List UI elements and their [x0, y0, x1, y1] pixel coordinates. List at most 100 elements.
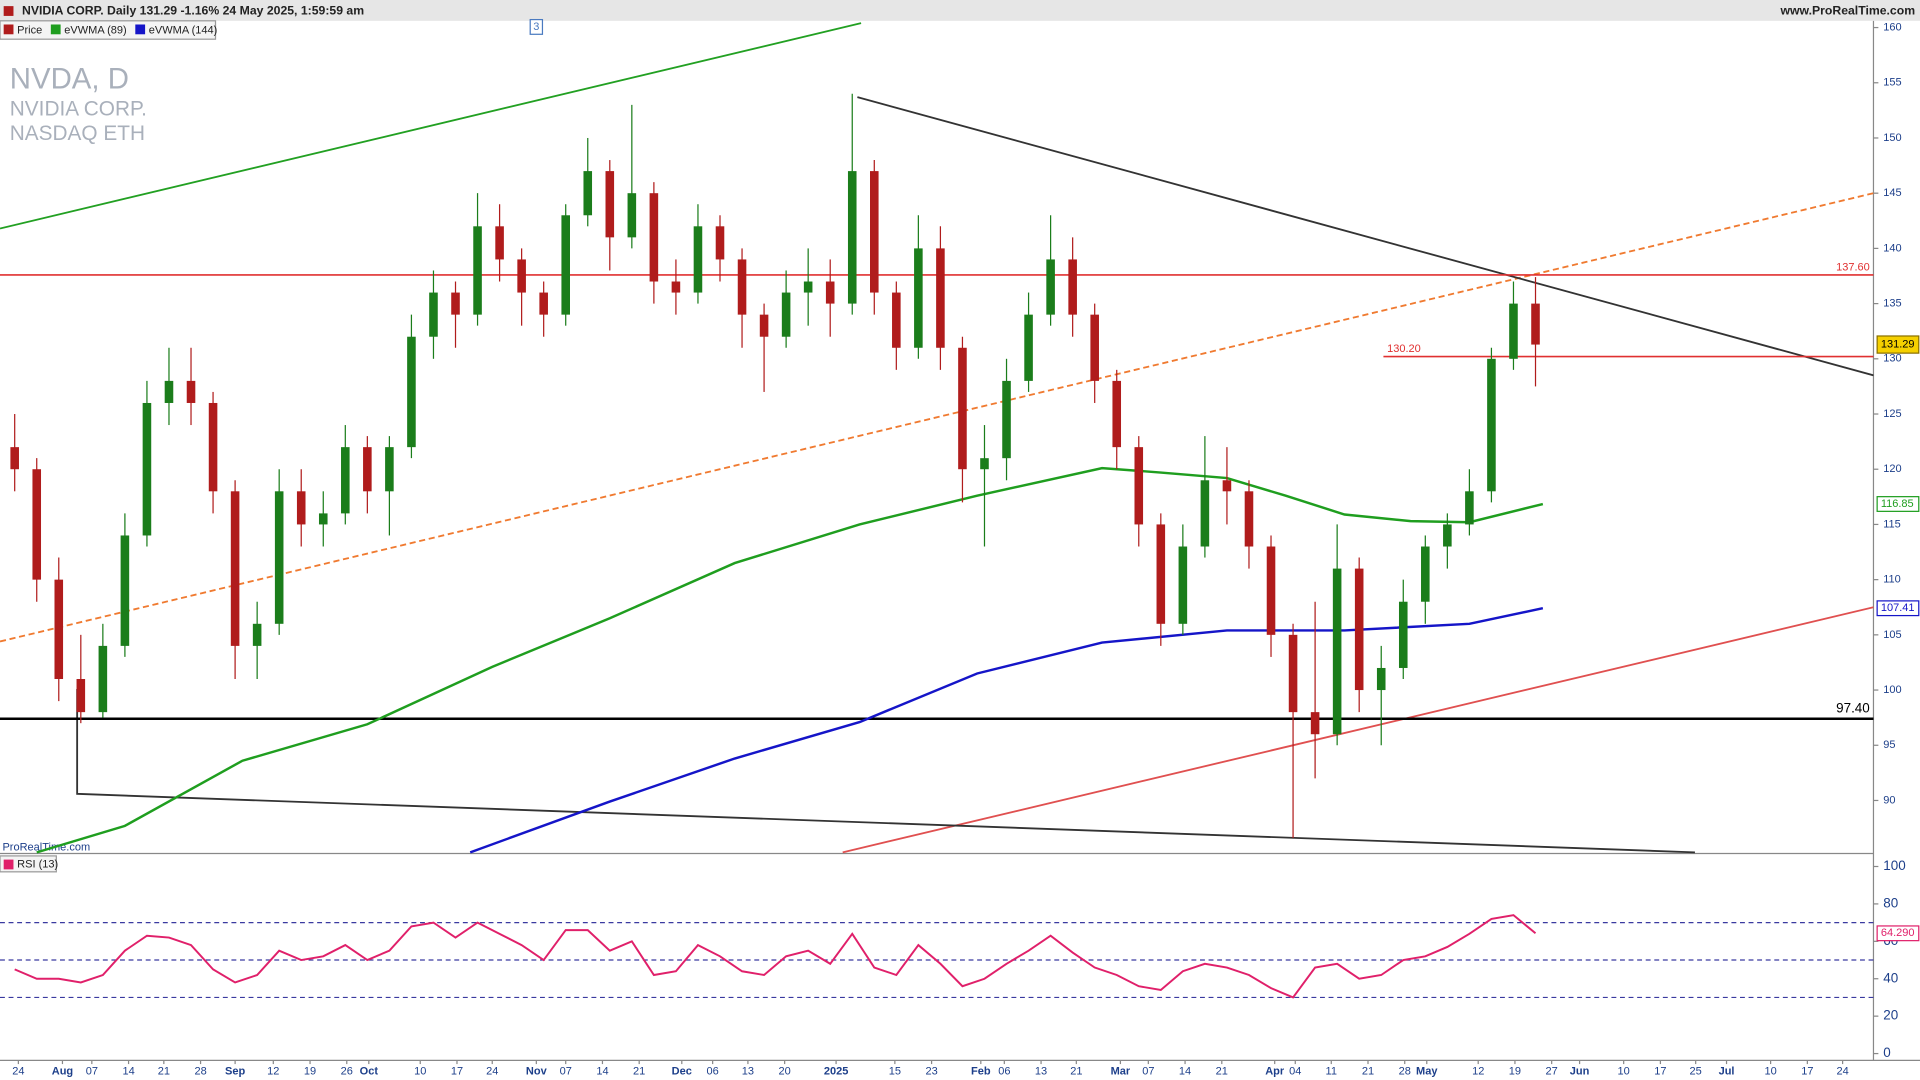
ma-line: [469, 607, 1544, 854]
y-tick-label: 125: [1883, 408, 1901, 420]
last-box: [1876, 600, 1920, 617]
candle-body: [936, 248, 945, 348]
candle-body: [429, 292, 438, 337]
x-tick-label: 21: [633, 1065, 645, 1077]
candle-body: [1509, 303, 1518, 359]
y-tick-label: 80: [1883, 895, 1898, 910]
x-tick-label: 2025: [824, 1065, 849, 1077]
candle-body: [781, 292, 791, 337]
candle-body: [54, 579, 64, 680]
candle-body: [870, 171, 879, 293]
legend-box: [0, 855, 57, 873]
legend-swatch: [3, 24, 14, 35]
candle-body: [1354, 568, 1364, 691]
candle-body: [892, 292, 901, 348]
x-tick-label: 10: [1618, 1065, 1630, 1077]
candle-body: [296, 491, 306, 525]
candle-body: [363, 447, 372, 492]
x-tick-label: Dec: [672, 1065, 692, 1077]
x-tick-label: 21: [1362, 1065, 1374, 1077]
trendline: [842, 606, 1874, 854]
x-tick-label: 11: [1326, 1065, 1337, 1077]
x-tick-label: 10: [1764, 1065, 1776, 1077]
y-tick-label: 40: [1883, 970, 1898, 985]
candle-body: [1002, 380, 1011, 459]
y-tick-label: 100: [1883, 858, 1905, 873]
x-tick-label: Aug: [52, 1065, 73, 1077]
x-tick-label: 24: [1836, 1065, 1848, 1077]
x-tick-label: Jun: [1570, 1065, 1590, 1077]
candle-body: [1310, 712, 1320, 735]
y-tick-label: 95: [1883, 739, 1895, 751]
x-tick-label: 12: [1472, 1065, 1484, 1077]
trendline: [0, 192, 1874, 643]
last-label: 116.85: [1881, 498, 1914, 510]
candle-body: [164, 380, 174, 403]
candle-body: [208, 402, 218, 492]
candle-body: [583, 171, 593, 216]
candle-body: [914, 248, 923, 348]
level-label: 130.20: [1387, 343, 1421, 355]
x-tick-label: 27: [1546, 1065, 1558, 1077]
candle-body: [1222, 480, 1232, 492]
candle-body: [1046, 259, 1055, 315]
trendline: [857, 96, 1874, 377]
y-tick-label: 115: [1883, 518, 1901, 530]
x-tick-label: Sep: [225, 1065, 245, 1077]
x-tick-label: 17: [451, 1065, 463, 1077]
x-tick-label: 07: [560, 1065, 572, 1077]
x-tick-label: 25: [1690, 1065, 1702, 1077]
x-tick-label: 10: [414, 1065, 426, 1077]
candle-body: [1244, 491, 1254, 547]
candle-body: [1178, 546, 1188, 624]
candle-body: [671, 281, 681, 293]
level-label: 97.40: [1836, 701, 1870, 716]
y-tick-label: 120: [1883, 463, 1901, 475]
x-tick-label: 21: [1070, 1065, 1082, 1077]
x-tick-label: 24: [486, 1065, 498, 1077]
candle-body: [980, 458, 989, 470]
x-tick-label: 07: [86, 1065, 98, 1077]
last-box: [1876, 496, 1920, 512]
x-tick-label: 21: [1216, 1065, 1228, 1077]
level-label: 137.60: [1836, 261, 1870, 273]
candle-body: [1376, 667, 1386, 691]
rsi-plot: [0, 914, 1874, 999]
company: NVIDIA CORP.: [10, 98, 147, 121]
candle-body: [1112, 380, 1122, 448]
ma-line: [36, 466, 1544, 854]
x-tick-label: 06: [707, 1065, 719, 1077]
trendline: [0, 22, 862, 230]
price-plot: [0, 22, 1874, 854]
candle-body: [1134, 447, 1144, 525]
x-tick-label: 14: [596, 1065, 608, 1077]
candle-body: [561, 215, 570, 315]
candle-body: [142, 402, 152, 536]
x-tick-label: 17: [1654, 1065, 1666, 1077]
candle-body: [737, 259, 747, 315]
x-tick-label: 13: [742, 1065, 754, 1077]
x-tick-label: 14: [1179, 1065, 1191, 1077]
candle-body: [1421, 546, 1430, 602]
exchange: NASDAQ ETH: [10, 122, 145, 145]
candle-body: [186, 380, 196, 403]
x-tick-label: Apr: [1265, 1065, 1285, 1077]
x-tick-label: 14: [122, 1065, 134, 1077]
y-tick-label: 130: [1883, 353, 1901, 365]
candle-body: [473, 226, 482, 315]
x-tick-label: 12: [267, 1065, 279, 1077]
candle-body: [693, 226, 703, 293]
y-tick-label: 140: [1883, 242, 1901, 254]
x-tick-label: 28: [194, 1065, 206, 1077]
x-tick-label: 26: [341, 1065, 353, 1077]
candle-body: [1266, 546, 1276, 635]
x-tick-label: Mar: [1111, 1065, 1131, 1077]
x-tick-label: 07: [1142, 1065, 1154, 1077]
x-tick-label: 24: [12, 1065, 24, 1077]
y-tick-label: 150: [1883, 132, 1901, 144]
y-tick-label: 105: [1883, 629, 1901, 641]
legend-label: eVWMA (89): [64, 25, 126, 37]
x-tick-label: May: [1416, 1065, 1438, 1077]
